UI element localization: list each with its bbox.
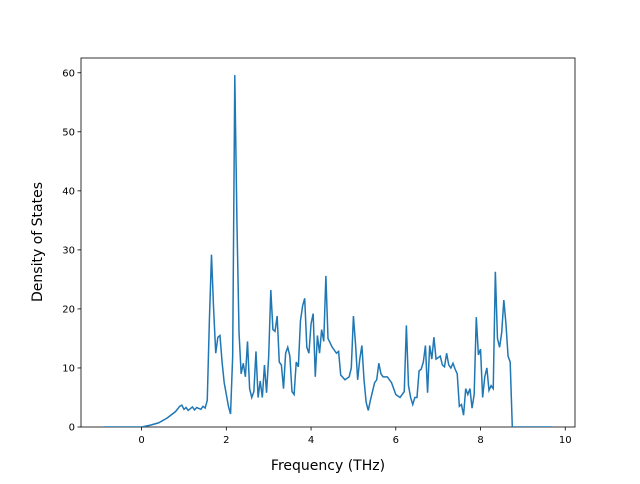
y-tick-label: 40 <box>62 186 75 197</box>
x-tick-label: 2 <box>223 435 229 446</box>
y-axis-label: Density of States <box>30 182 46 302</box>
y-tick-label: 60 <box>62 68 75 79</box>
y-tick-label: 30 <box>62 245 75 256</box>
x-tick-label: 6 <box>393 435 399 446</box>
x-axis-label: Frequency (THz) <box>271 458 385 474</box>
y-tick-label: 0 <box>69 423 75 434</box>
x-tick-label: 0 <box>138 435 144 446</box>
y-tick-label: 20 <box>62 304 75 315</box>
y-tick-label: 50 <box>62 127 75 138</box>
axes-frame <box>80 57 576 428</box>
x-tick-label: 8 <box>477 435 483 446</box>
line <box>103 75 553 427</box>
y-tick-label: 10 <box>62 363 75 374</box>
x-tick-label: 4 <box>308 435 314 446</box>
x-tick-label: 10 <box>559 435 572 446</box>
